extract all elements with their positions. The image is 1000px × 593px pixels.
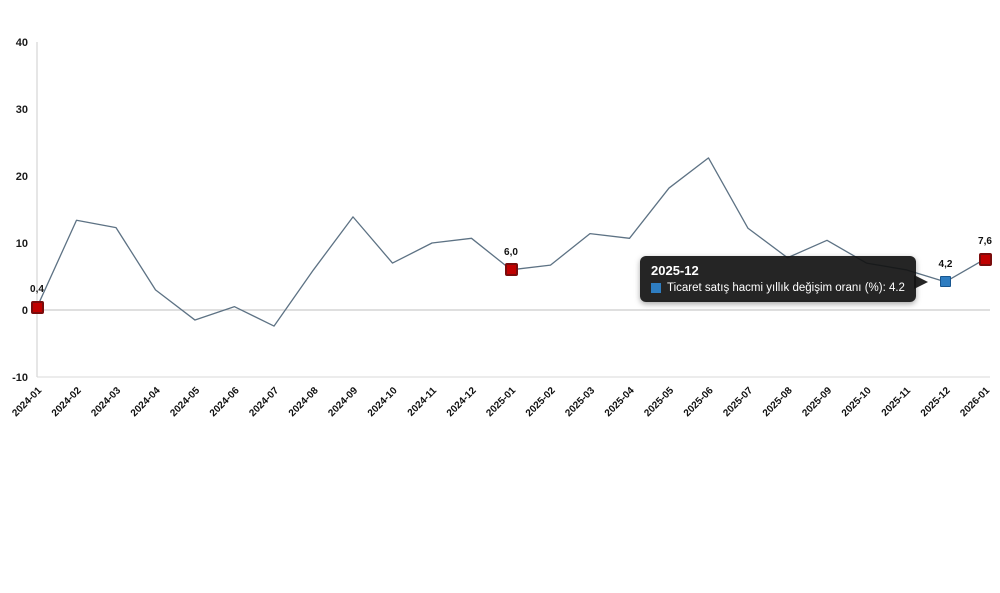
x-axis-tick-label: 2025-01 xyxy=(484,385,518,419)
y-axis-tick-label: 10 xyxy=(16,238,28,250)
x-axis-tick-label: 2024-11 xyxy=(406,385,440,419)
x-axis-tick-label: 2025-06 xyxy=(682,385,716,419)
data-point-marker-blue[interactable] xyxy=(940,276,951,288)
x-axis-tick-label: 2024-03 xyxy=(89,385,123,419)
y-axis-tick-label: 40 xyxy=(16,37,28,49)
x-axis-tick-label: 2025-02 xyxy=(524,385,558,419)
x-axis-tick-label: 2024-12 xyxy=(445,385,479,419)
tooltip-title: 2025-12 xyxy=(651,263,699,278)
x-axis-tick-label: 2025-04 xyxy=(603,385,637,419)
y-axis-tick-label: 0 xyxy=(22,305,28,317)
data-point-marker-red[interactable] xyxy=(504,263,518,277)
x-axis-tick-label: 2025-03 xyxy=(563,385,597,419)
x-axis-tick-label: 2024-02 xyxy=(50,385,84,419)
series-legend-icon xyxy=(651,283,661,293)
x-axis-tick-label: 2025-08 xyxy=(761,385,795,419)
tooltip-callout-arrow xyxy=(913,275,928,289)
data-point-marker-red[interactable] xyxy=(30,300,44,314)
y-axis-tick-label: -10 xyxy=(12,372,28,384)
x-axis-tick-label: 2025-05 xyxy=(642,385,676,419)
data-point-marker-red[interactable] xyxy=(978,252,992,266)
x-axis-tick-label: 2026-01 xyxy=(958,385,992,419)
x-axis-tick-label: 2024-09 xyxy=(326,385,360,419)
x-axis-tick-label: 2024-05 xyxy=(168,385,202,419)
x-axis-tick-label: 2025-12 xyxy=(919,385,953,419)
x-axis-tick-label: 2025-10 xyxy=(840,385,874,419)
x-axis-tick-label: 2024-01 xyxy=(10,385,44,419)
y-axis-tick-label: 20 xyxy=(16,171,28,183)
x-axis-tick-label: 2024-04 xyxy=(129,385,163,419)
x-axis-tick-label: 2025-09 xyxy=(800,385,834,419)
x-axis-tick-label: 2024-06 xyxy=(208,385,242,419)
x-axis-tick-label: 2024-07 xyxy=(247,385,281,419)
tooltip: 2025-12 Ticaret satış hacmi yıllık değiş… xyxy=(640,256,928,302)
tooltip-row: Ticaret satış hacmi yıllık değişim oranı… xyxy=(651,282,905,294)
x-axis-tick-label: 2025-07 xyxy=(721,385,755,419)
x-axis-tick-label: 2024-08 xyxy=(287,385,321,419)
tooltip-row-text: Ticaret satış hacmi yıllık değişim oranı… xyxy=(667,282,905,294)
x-axis-tick-label: 2025-11 xyxy=(880,385,914,419)
y-axis-tick-label: 30 xyxy=(16,104,28,116)
x-axis-tick-label: 2024-10 xyxy=(366,385,400,419)
